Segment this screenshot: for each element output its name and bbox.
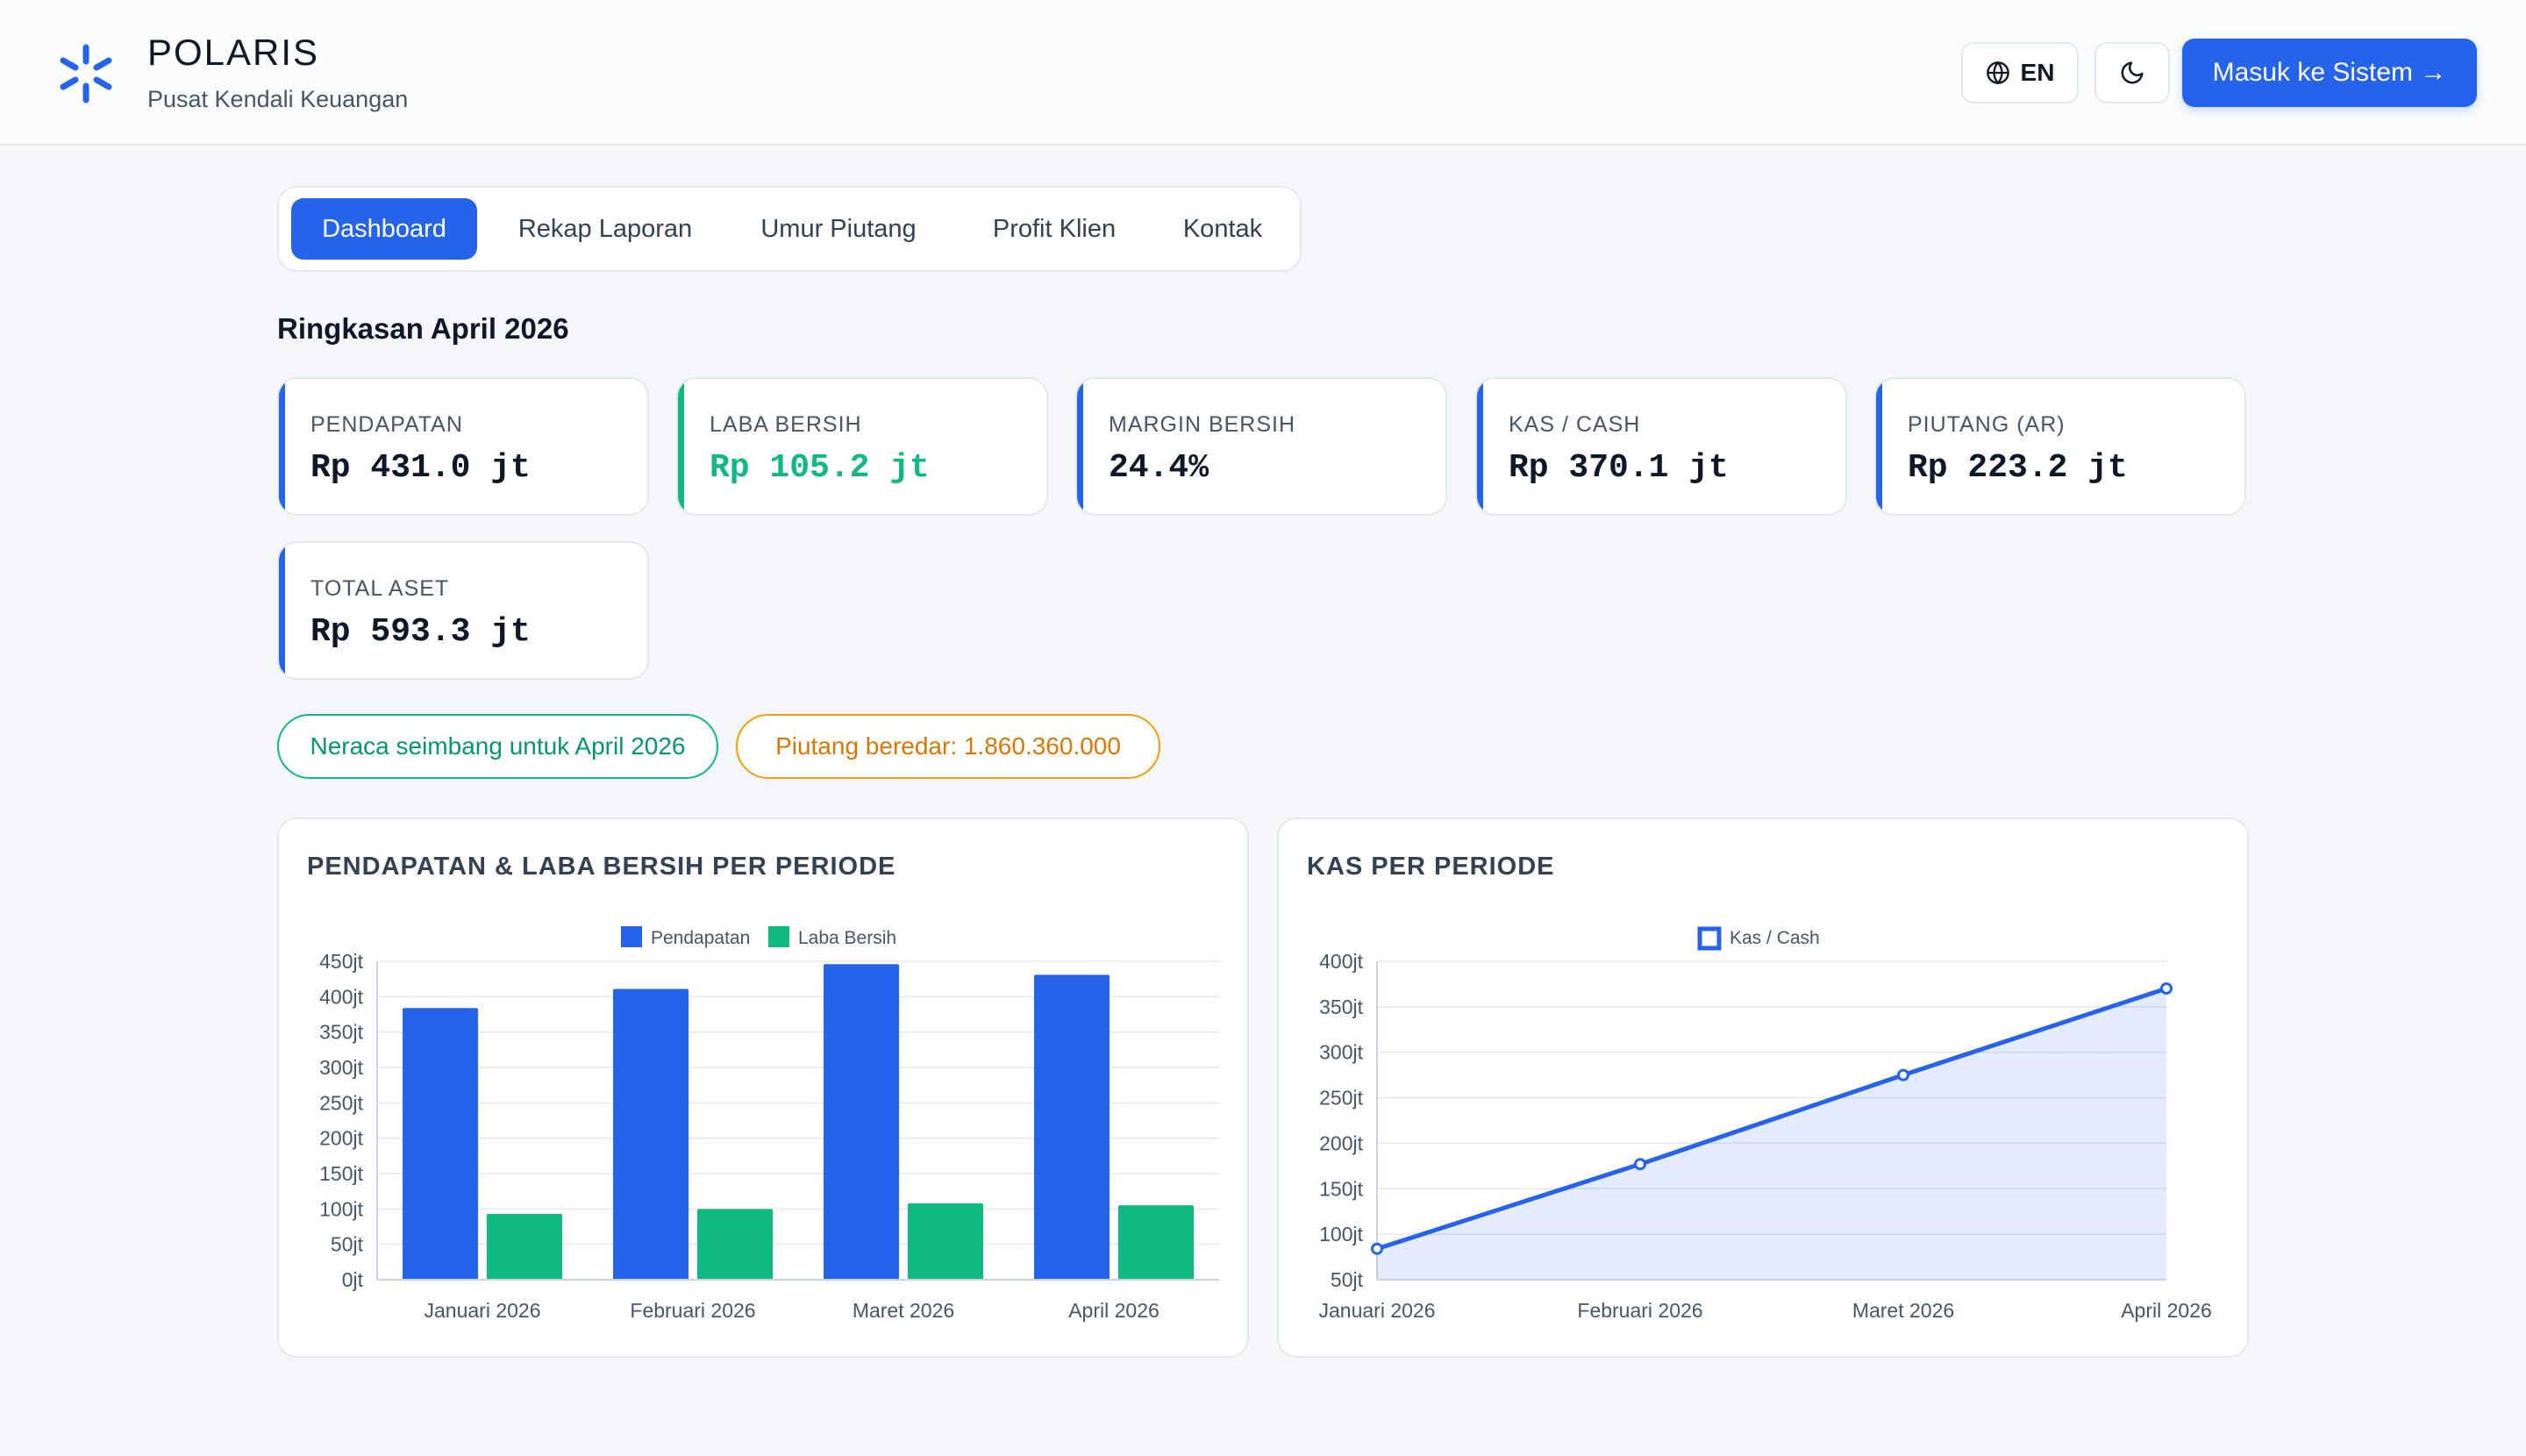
chart-title: PENDAPATAN & LABA BERSIH PER PERIODE xyxy=(307,853,896,881)
kpi-value: Rp 370.1 jt xyxy=(1509,449,1729,487)
cash-chart-card: KAS PER PERIODE 50jt 100jt 150jt 200jt 250jt… xyxy=(1277,817,2249,1358)
tab-dashboard[interactable]: Dashboard xyxy=(291,198,477,260)
tab-profit-klien[interactable]: Profit Klien xyxy=(992,215,1117,243)
theme-toggle-button[interactable] xyxy=(2094,42,2170,103)
y-tick-label: 100jt xyxy=(1319,1223,1363,1245)
x-tick-label: Februari 2026 xyxy=(630,1299,755,1322)
kpi-value: Rp 105.2 jt xyxy=(710,449,930,487)
legend-swatch xyxy=(1697,926,1722,951)
tab-rekap-laporan[interactable]: Rekap Laporan xyxy=(517,215,693,243)
globe-icon xyxy=(1986,61,2009,85)
bar-pendapatan xyxy=(824,964,899,1280)
x-tick-label: Januari 2026 xyxy=(425,1299,541,1322)
kas-line xyxy=(1376,986,2167,1252)
kpi-value: 24.4% xyxy=(1109,449,1209,487)
bar-laba-bersih xyxy=(1118,1205,1194,1280)
kpi-value: Rp 593.3 jt xyxy=(310,613,531,651)
kpi-label: LABA BERSIH xyxy=(710,412,862,437)
revenue-profit-bar-chart: 0jt 50jt 100jt 150jt 200jt 250jt 300jt 350jt 400… xyxy=(319,926,1219,1322)
legend-swatch xyxy=(768,926,789,947)
y-tick-label: 150jt xyxy=(319,1162,363,1185)
y-tick-label: 200jt xyxy=(1319,1131,1363,1154)
y-tick-label: 250jt xyxy=(319,1091,363,1114)
moon-icon xyxy=(2121,61,2144,84)
login-button[interactable]: Masuk ke Sistem → xyxy=(2182,39,2477,107)
bar-laba-bersih xyxy=(908,1203,983,1280)
y-tick-label: 350jt xyxy=(319,1021,363,1044)
kpi-label: PIUTANG (AR) xyxy=(1908,412,2066,437)
y-tick-label: 200jt xyxy=(319,1127,363,1150)
y-tick-label: 50jt xyxy=(331,1233,364,1256)
kpi-card-pendapatan: PENDAPATAN Rp 431.0 jt xyxy=(277,377,649,516)
language-toggle-button[interactable]: EN xyxy=(1961,42,2079,103)
y-tick-label: 400jt xyxy=(1319,950,1363,973)
legend-swatch xyxy=(621,926,642,947)
summary-title: Ringkasan April 2026 xyxy=(277,312,569,345)
x-tick-label: Maret 2026 xyxy=(853,1299,954,1322)
kpi-label: PENDAPATAN xyxy=(310,412,463,437)
kpi-label: KAS / CASH xyxy=(1509,412,1641,437)
kpi-card-margin-bersih: MARGIN BERSIH 24.4% xyxy=(1075,377,1447,516)
kpi-value: Rp 431.0 jt xyxy=(310,449,531,487)
kas-area-fill xyxy=(1377,989,2166,1280)
kpi-card-total-aset: TOTAL ASET Rp 593.3 jt xyxy=(277,541,649,680)
y-tick-label: 300jt xyxy=(319,1056,363,1079)
x-tick-label: April 2026 xyxy=(2121,1299,2212,1322)
top-bar: POLARIS Pusat Kendali Keuangan EN Masuk … xyxy=(0,0,2526,146)
bar-pendapatan xyxy=(1034,974,1110,1280)
y-tick-label: 100jt xyxy=(319,1197,363,1220)
bar-laba-bersih xyxy=(697,1209,773,1280)
kas-point xyxy=(1897,1068,1909,1081)
y-tick-label: 350jt xyxy=(1319,996,1363,1018)
kas-point xyxy=(2160,982,2173,996)
x-tick-label: Maret 2026 xyxy=(1852,1299,1954,1322)
kpi-label: MARGIN BERSIH xyxy=(1109,412,1296,437)
legend-label: Pendapatan xyxy=(651,928,750,948)
cash-area-chart: 50jt 100jt 150jt 200jt 250jt 300jt 350jt 400jt K… xyxy=(1319,926,2212,1322)
receivable-status-badge: Piutang beredar: 1.860.360.000 xyxy=(736,714,1160,779)
x-tick-label: April 2026 xyxy=(1068,1299,1160,1322)
y-tick-label: 300jt xyxy=(1319,1041,1363,1064)
y-tick-label: 400jt xyxy=(319,985,363,1008)
kas-point xyxy=(1634,1158,1646,1171)
legend-label: Laba Bersih xyxy=(798,928,896,948)
kpi-value: Rp 223.2 jt xyxy=(1908,449,2128,487)
language-label: EN xyxy=(2020,59,2055,86)
chart-title: KAS PER PERIODE xyxy=(1307,853,1555,881)
y-tick-label: 450jt xyxy=(319,950,363,973)
y-tick-label: 50jt xyxy=(1331,1268,1364,1291)
kpi-label: TOTAL ASET xyxy=(310,576,450,601)
polaris-logo-icon xyxy=(60,44,112,103)
main-tabs: Dashboard Rekap Laporan Umur Piutang Pro… xyxy=(277,186,1302,272)
brand-title: POLARIS xyxy=(147,32,320,73)
balance-status-badge: Neraca seimbang untuk April 2026 xyxy=(277,714,718,779)
tab-umur-piutang[interactable]: Umur Piutang xyxy=(760,215,917,243)
bar-laba-bersih xyxy=(487,1213,562,1280)
kpi-card-kas: KAS / CASH Rp 370.1 jt xyxy=(1475,377,1847,516)
bar-pendapatan xyxy=(613,989,689,1280)
tab-kontak[interactable]: Kontak xyxy=(1182,215,1263,243)
revenue-profit-chart-card: PENDAPATAN & LABA BERSIH PER PERIODE 0jt… xyxy=(277,817,1249,1358)
bar-pendapatan xyxy=(403,1008,478,1280)
brand-subtitle: Pusat Kendali Keuangan xyxy=(147,86,409,112)
x-tick-label: Januari 2026 xyxy=(1319,1299,1436,1322)
kas-point xyxy=(1371,1242,1383,1255)
kpi-card-piutang: PIUTANG (AR) Rp 223.2 jt xyxy=(1874,377,2246,516)
legend-label: Kas / Cash xyxy=(1730,928,1820,948)
y-tick-label: 0jt xyxy=(342,1268,364,1291)
x-tick-label: Februari 2026 xyxy=(1577,1299,1702,1322)
y-tick-label: 250jt xyxy=(1319,1087,1363,1110)
kpi-card-laba-bersih: LABA BERSIH Rp 105.2 jt xyxy=(676,377,1048,516)
y-tick-label: 150jt xyxy=(1319,1177,1363,1200)
